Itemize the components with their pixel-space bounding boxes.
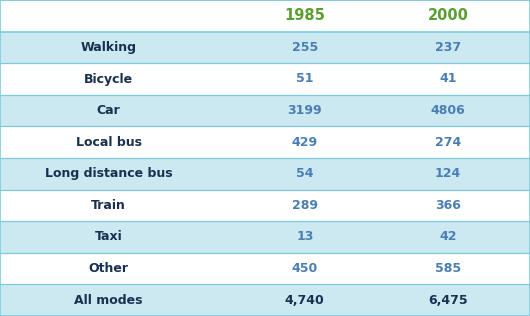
Bar <box>0 63 530 95</box>
Text: Local bus: Local bus <box>76 136 142 149</box>
Text: All modes: All modes <box>74 294 143 307</box>
Bar <box>0 190 530 221</box>
Text: 450: 450 <box>292 262 318 275</box>
Bar <box>0 95 530 126</box>
Bar <box>0 221 530 253</box>
Text: 42: 42 <box>439 230 457 244</box>
Text: 13: 13 <box>296 230 313 244</box>
Text: 3199: 3199 <box>287 104 322 117</box>
Text: Long distance bus: Long distance bus <box>45 167 172 180</box>
Text: Train: Train <box>91 199 126 212</box>
Text: 41: 41 <box>439 72 457 86</box>
Bar <box>0 284 530 316</box>
Text: 366: 366 <box>435 199 461 212</box>
Text: Walking: Walking <box>81 41 137 54</box>
Text: Other: Other <box>89 262 129 275</box>
Text: 585: 585 <box>435 262 461 275</box>
Text: Car: Car <box>97 104 120 117</box>
Text: 124: 124 <box>435 167 461 180</box>
Text: 429: 429 <box>292 136 318 149</box>
Text: Taxi: Taxi <box>95 230 122 244</box>
Bar <box>0 0 530 32</box>
Bar <box>0 158 530 190</box>
Bar <box>0 126 530 158</box>
Text: 255: 255 <box>292 41 318 54</box>
Text: 237: 237 <box>435 41 461 54</box>
Bar <box>0 32 530 63</box>
Text: Bicycle: Bicycle <box>84 72 133 86</box>
Text: 289: 289 <box>292 199 318 212</box>
Text: 2000: 2000 <box>427 8 469 23</box>
Bar <box>0 253 530 284</box>
Text: 274: 274 <box>435 136 461 149</box>
Text: 1985: 1985 <box>284 8 325 23</box>
Text: 4806: 4806 <box>430 104 465 117</box>
Text: 6,475: 6,475 <box>428 294 467 307</box>
Text: 51: 51 <box>296 72 314 86</box>
Text: 4,740: 4,740 <box>285 294 324 307</box>
Text: 54: 54 <box>296 167 314 180</box>
